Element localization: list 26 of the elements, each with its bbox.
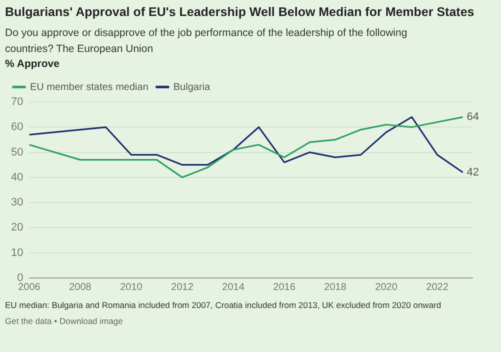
y-tick-label: 10 bbox=[10, 246, 24, 259]
y-tick-label: 40 bbox=[10, 171, 24, 184]
x-tick-label: 2008 bbox=[69, 282, 92, 293]
data-label: 42 bbox=[466, 166, 480, 178]
y-tick-label: 60 bbox=[10, 121, 24, 134]
y-tick-label: 0 bbox=[17, 272, 24, 284]
y-tick-label: 70 bbox=[10, 96, 24, 108]
x-tick-label: 2014 bbox=[222, 282, 245, 293]
y-tick-label: 20 bbox=[10, 222, 24, 234]
x-tick-label: 2010 bbox=[120, 282, 143, 293]
legend-label: EU member states median bbox=[30, 82, 148, 93]
text: Get the data • Download image bbox=[5, 316, 124, 326]
x-tick-label: 2022 bbox=[426, 282, 449, 293]
chart-title: Bulgarians' Approval of EU's Leadership Well Below Median for Member States bbox=[5, 4, 476, 21]
x-tick-label: 2016 bbox=[273, 282, 296, 293]
legend-label: Bulgaria bbox=[173, 82, 211, 93]
text: EU median: Bulgaria and Romania included from 2007, Croatia included from 2013, UK excluded from 2020 onward bbox=[5, 300, 442, 310]
y-tick-label: 30 bbox=[10, 196, 24, 209]
chart-subtitle: Do you approve or disapprove of the job performance of the leadership of the following countries? The European Union bbox=[5, 26, 408, 57]
y-axis-title: % Approve bbox=[5, 57, 60, 72]
data-label: 64 bbox=[466, 111, 480, 124]
x-tick-label: 2006 bbox=[18, 282, 41, 293]
x-tick-label: 2020 bbox=[375, 282, 398, 293]
x-tick-label: 2012 bbox=[171, 282, 194, 293]
x-tick-label: 2018 bbox=[324, 282, 347, 293]
y-tick-label: 50 bbox=[10, 146, 24, 158]
